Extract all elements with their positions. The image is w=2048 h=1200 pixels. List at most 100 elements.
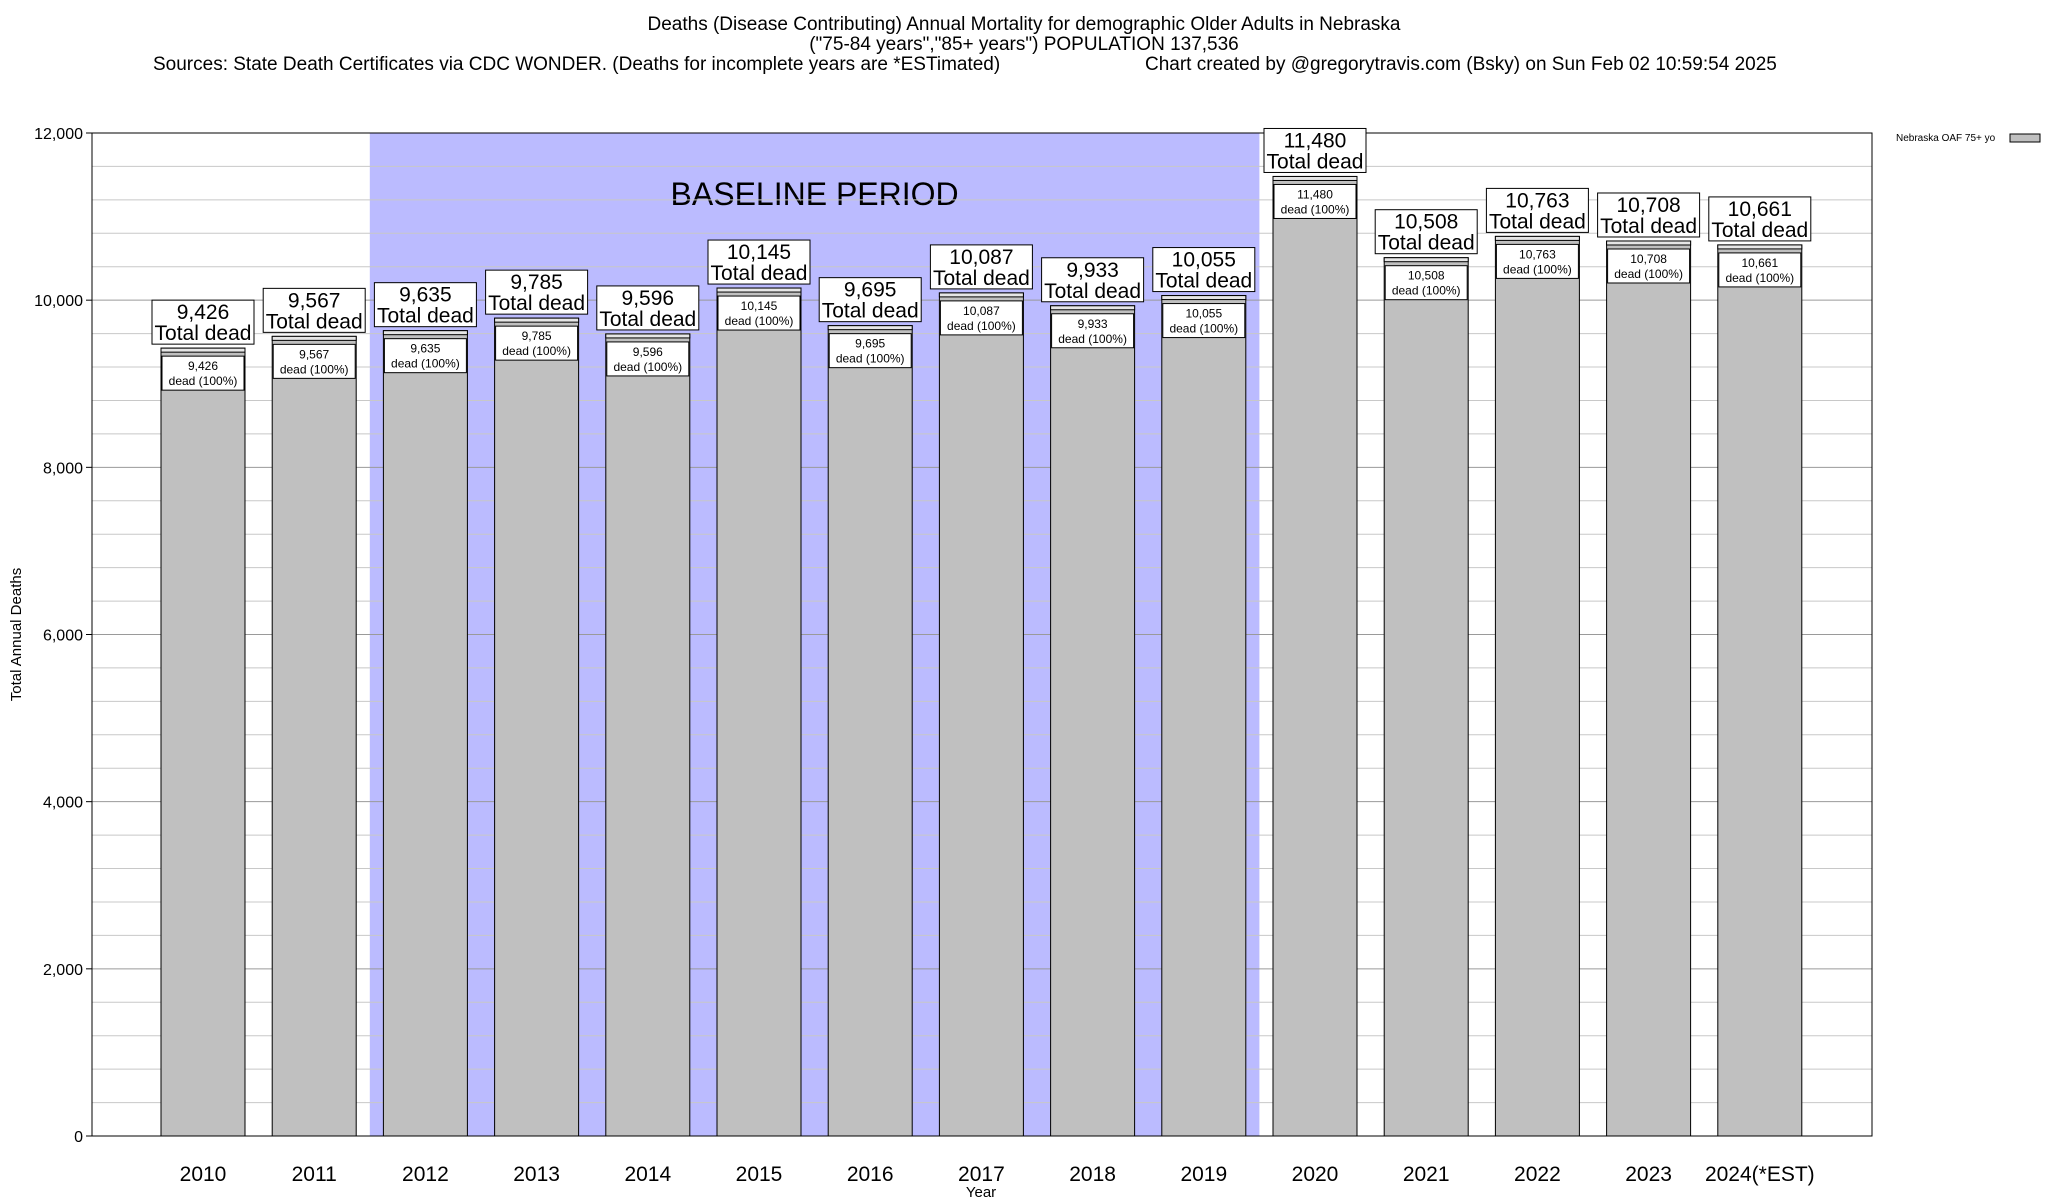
bar-2010 [160,347,246,1137]
top-label-value: 9,933 [1066,259,1119,282]
inner-label-text: dead (100%) [613,360,682,374]
bar-2022 [1494,235,1580,1137]
y-tick-label: 0 [74,1129,83,1146]
top-label-text: Total dead [599,308,696,331]
x-tick-label: 2019 [1180,1163,1227,1186]
bar-cap [938,292,1024,298]
x-tick-label: 2023 [1625,1163,1672,1186]
bar-cap [827,325,913,331]
inner-label-text: dead (100%) [1725,271,1794,285]
bar-2020 [1272,175,1358,1137]
top-label-box [596,285,700,331]
x-tick-label: 2014 [624,1163,671,1186]
top-label-value: 10,708 [1616,194,1680,217]
top-label-text: Total dead [1600,215,1697,238]
bar-cap [271,335,357,341]
top-label-value: 9,635 [399,284,452,307]
top-label-box [1263,127,1367,173]
y-tick-label: 6,000 [43,628,83,645]
legend-swatch [2009,133,2041,143]
x-tick-label: 2022 [1514,1163,1561,1186]
bar-cap [494,317,580,323]
y-tick-label: 10,000 [34,293,83,310]
top-label-box [1485,187,1589,233]
top-label-value: 9,567 [288,289,341,312]
y-tick-label: 4,000 [43,795,83,812]
top-label-box [929,244,1033,290]
bar-2018 [1050,305,1136,1137]
top-label-text: Total dead [1044,280,1141,303]
top-label-value: 10,087 [949,246,1013,269]
bar-2016 [827,325,913,1137]
top-label-value: 10,055 [1172,249,1236,272]
inner-label-value: 10,087 [963,304,1000,318]
legend-label: Nebraska OAF 75+ yo [1896,133,1996,144]
inner-label-text: dead (100%) [1169,322,1238,336]
inner-label-box [939,300,1023,336]
chart-title: Deaths (Disease Contributing) Annual Mor… [647,14,1401,35]
chart-sources: Sources: State Death Certificates via CD… [153,54,1001,75]
bar-cap [1383,257,1469,263]
chart-subtitle: ("75-84 years","85+ years") POPULATION 1… [809,34,1239,55]
x-tick-label: 2016 [847,1163,894,1186]
inner-label-value: 9,596 [633,345,663,359]
inner-label-box [606,341,690,377]
inner-label-box [1162,303,1246,339]
top-label-value: 9,695 [844,279,897,302]
bar-2017 [938,292,1024,1137]
top-label-box [707,239,811,285]
bar-cap [1717,244,1803,250]
inner-label-value: 11,480 [1297,187,1333,201]
y-axis-label: Total Annual Deaths [8,568,25,701]
inner-label-text: dead (100%) [1392,284,1461,298]
inner-label-value: 10,763 [1519,247,1556,261]
x-tick-label: 2015 [736,1163,783,1186]
bar-cap [605,333,691,339]
inner-label-text: dead (100%) [502,344,571,358]
bar-cap [1161,295,1247,301]
top-label-text: Total dead [1378,232,1475,255]
inner-label-box [272,343,356,379]
top-label-text: Total dead [1711,219,1808,242]
inner-label-box [161,355,245,391]
top-label-box [818,277,922,323]
y-tick-label: 2,000 [43,962,83,979]
bar-2012 [382,330,468,1137]
top-label-value: 10,661 [1728,198,1792,221]
bar-2024(*EST) [1717,244,1803,1137]
bar-2013 [494,317,580,1137]
inner-label-text: dead (100%) [169,374,238,388]
inner-label-value: 9,933 [1078,317,1108,331]
inner-label-box [495,325,579,361]
top-label-text: Total dead [377,305,474,328]
bar-2015 [716,287,802,1137]
y-tick-label: 12,000 [34,126,83,143]
top-label-box [1597,192,1701,238]
bar-2014 [605,333,691,1137]
inner-label-value: 10,055 [1185,307,1222,321]
baseline-period-label: BASELINE PERIOD [671,176,959,212]
top-label-box [1152,247,1256,293]
top-label-text: Total dead [1489,210,1586,233]
inner-label-box [1384,265,1468,301]
x-tick-label: 2020 [1292,1163,1339,1186]
inner-label-text: dead (100%) [280,362,349,376]
inner-label-value: 9,426 [188,359,218,373]
top-label-text: Total dead [488,292,585,315]
inner-label-text: dead (100%) [1058,332,1127,346]
top-label-text: Total dead [822,300,919,323]
inner-label-box [828,333,912,369]
x-tick-label: 2018 [1069,1163,1116,1186]
inner-label-box [1607,248,1691,284]
inner-label-text: dead (100%) [391,357,460,371]
x-tick-label: 2024(*EST) [1705,1163,1815,1186]
inner-label-value: 9,785 [522,329,552,343]
top-label-value: 10,508 [1394,211,1458,234]
inner-label-value: 9,567 [299,347,329,361]
top-label-box [151,299,255,345]
x-tick-label: 2011 [292,1163,337,1186]
chart-credit: Chart created by @gregorytravis.com (Bsk… [1145,54,1777,75]
top-label-box [1374,209,1478,255]
bar-2021 [1383,257,1469,1137]
